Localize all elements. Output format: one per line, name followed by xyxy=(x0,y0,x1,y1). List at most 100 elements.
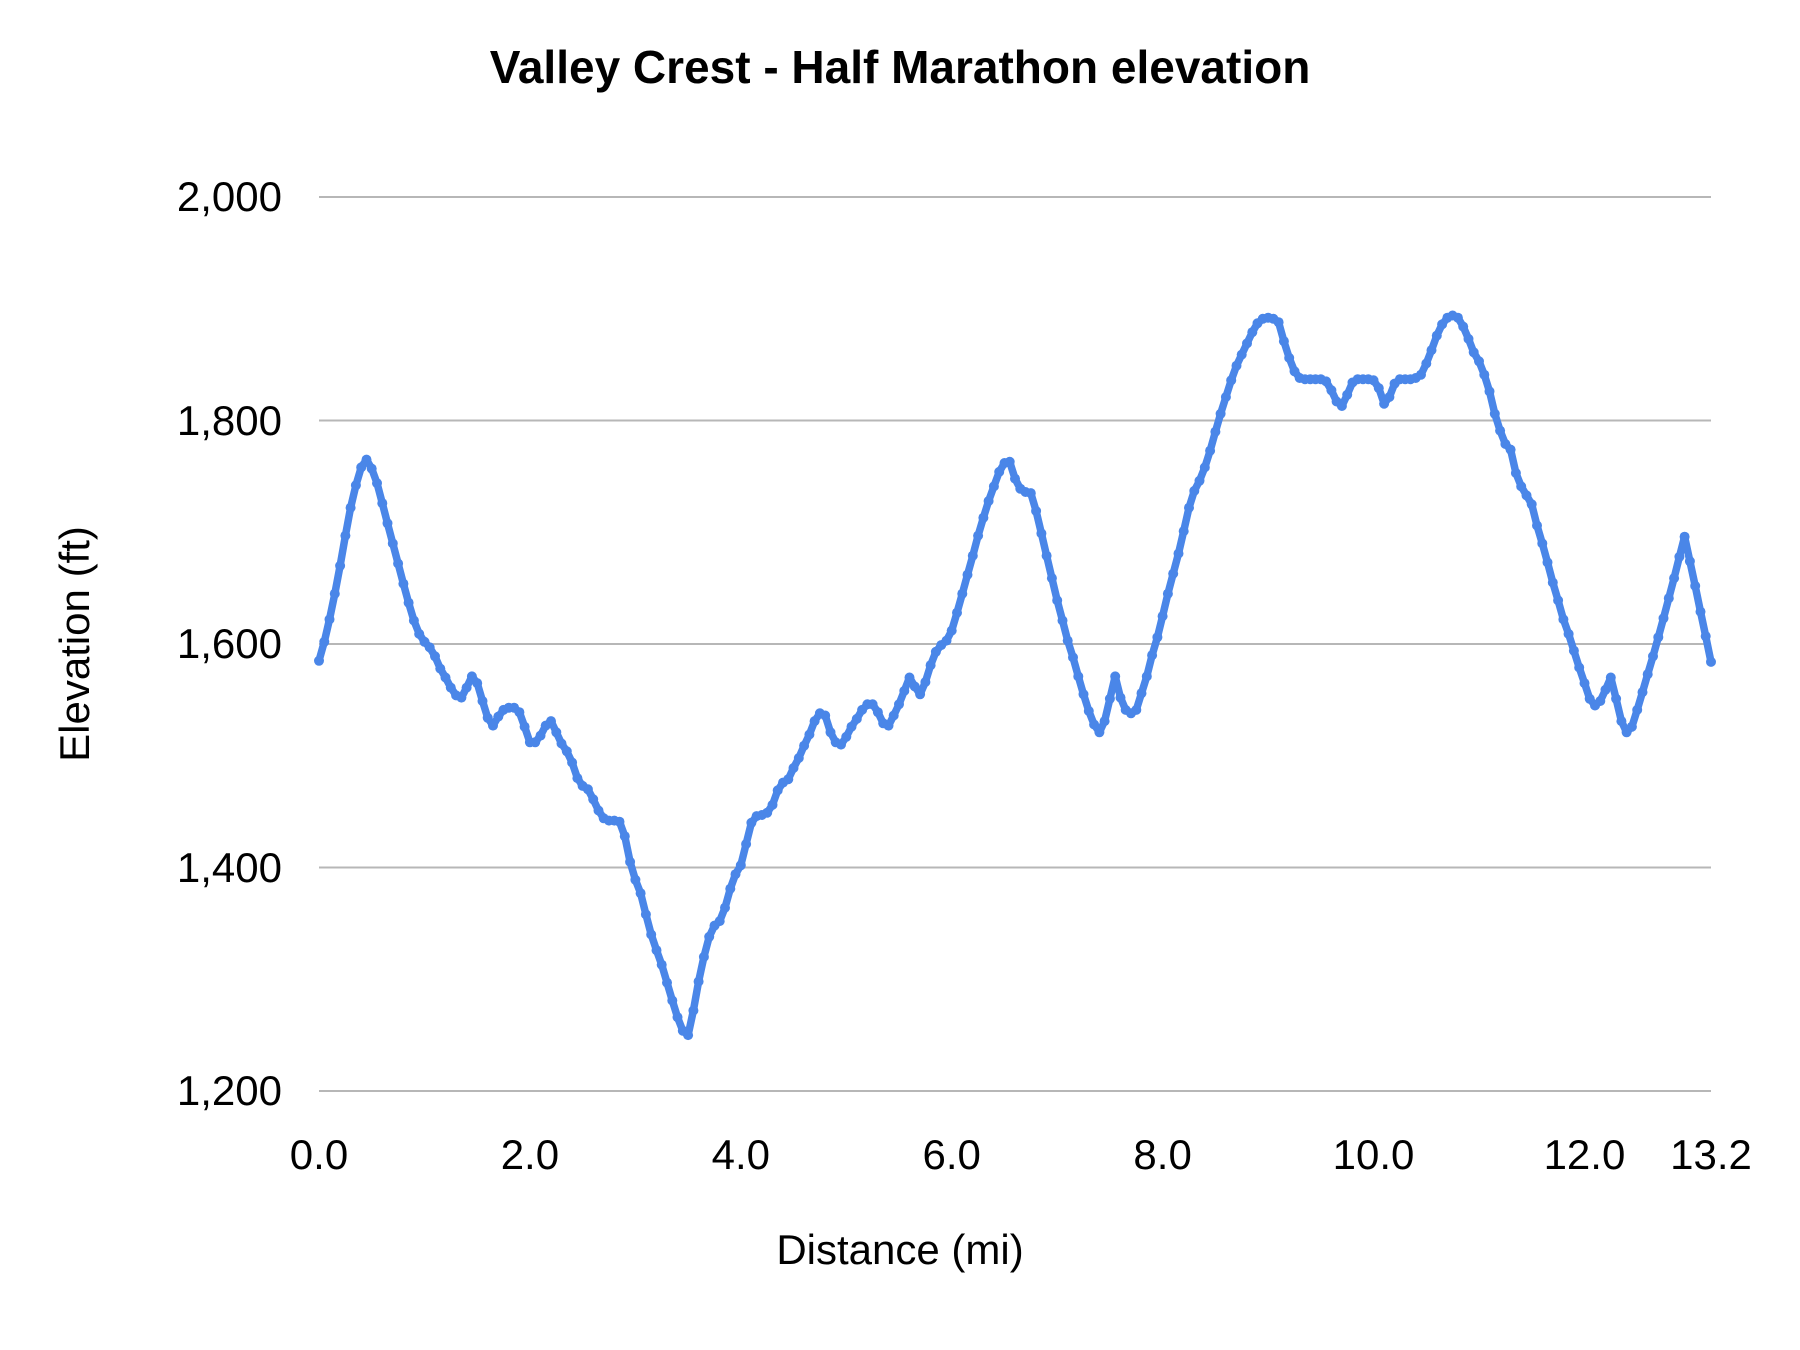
data-point-marker xyxy=(788,763,799,773)
data-point-marker xyxy=(314,655,324,666)
data-point-marker xyxy=(582,784,593,795)
data-point-marker xyxy=(1558,614,1569,625)
data-point-marker xyxy=(1089,719,1100,730)
data-point-marker xyxy=(551,727,562,738)
data-point-marker xyxy=(1173,548,1184,559)
data-point-marker xyxy=(1611,693,1622,704)
data-point-marker xyxy=(1236,349,1247,360)
data-point-marker xyxy=(1532,520,1542,531)
data-point-marker xyxy=(1516,481,1527,492)
data-point-marker xyxy=(1010,473,1020,484)
data-point-marker xyxy=(741,839,752,849)
data-point-marker xyxy=(957,588,968,599)
data-point-marker xyxy=(988,481,999,492)
data-point-marker xyxy=(656,959,667,970)
data-point-marker xyxy=(477,696,488,706)
data-point-marker xyxy=(888,710,899,721)
data-point-marker xyxy=(445,682,456,693)
data-point-marker xyxy=(488,720,498,731)
data-point-marker xyxy=(340,530,351,541)
data-point-marker xyxy=(804,729,815,740)
x-tick-label: 12.0 xyxy=(1543,1131,1626,1178)
data-point-marker xyxy=(546,716,556,727)
data-point-marker xyxy=(472,678,483,689)
data-point-marker xyxy=(345,502,356,513)
data-point-marker xyxy=(1031,506,1042,516)
elevation-series-markers xyxy=(314,310,1716,1041)
data-point-marker xyxy=(693,976,704,987)
data-point-marker xyxy=(398,578,409,589)
data-point-marker xyxy=(1278,336,1289,347)
data-point-marker xyxy=(1542,557,1553,568)
data-point-marker xyxy=(683,1030,694,1041)
data-point-marker xyxy=(588,794,599,805)
data-point-marker xyxy=(1648,651,1658,662)
data-point-marker xyxy=(915,689,926,700)
data-point-marker xyxy=(461,682,472,693)
data-point-marker xyxy=(519,721,530,732)
data-point-marker xyxy=(1658,613,1669,624)
y-tick-label: 2,000 xyxy=(176,173,282,220)
data-point-marker xyxy=(329,588,340,599)
data-point-marker xyxy=(440,672,451,683)
y-tick-label: 1,400 xyxy=(176,843,282,891)
data-point-marker xyxy=(1036,528,1047,539)
data-point-marker xyxy=(535,730,546,741)
data-point-marker xyxy=(904,672,915,683)
data-point-marker xyxy=(651,945,662,956)
data-point-marker xyxy=(962,569,973,580)
y-tick-label: 1,200 xyxy=(176,1067,282,1114)
data-point-marker xyxy=(1568,645,1579,656)
x-tick-label: 0.0 xyxy=(289,1131,349,1178)
data-point-marker xyxy=(625,856,636,867)
data-point-marker xyxy=(1605,672,1616,683)
data-point-marker xyxy=(614,816,625,827)
chart-title: Valley Crest - Half Marathon elevation xyxy=(489,41,1311,93)
data-point-marker xyxy=(1431,330,1442,341)
data-point-marker xyxy=(1052,595,1063,606)
data-point-marker xyxy=(1321,376,1332,387)
data-point-marker xyxy=(1004,456,1015,467)
data-point-marker xyxy=(646,929,657,940)
data-point-marker xyxy=(1215,408,1226,419)
data-point-marker xyxy=(1452,312,1463,323)
data-point-marker xyxy=(1205,445,1216,456)
data-point-marker xyxy=(350,480,361,491)
data-point-marker xyxy=(1184,502,1194,513)
data-point-marker xyxy=(393,558,404,569)
data-point-marker xyxy=(698,951,709,962)
data-point-marker xyxy=(1379,398,1390,409)
data-point-marker xyxy=(1115,692,1126,703)
data-point-marker xyxy=(1637,687,1648,698)
data-point-marker xyxy=(1489,408,1500,419)
x-tick-label: 4.0 xyxy=(711,1131,770,1178)
data-point-marker xyxy=(530,737,541,748)
data-point-marker xyxy=(930,646,941,657)
data-point-marker xyxy=(1474,356,1484,367)
data-point-marker xyxy=(430,651,440,662)
data-point-marker xyxy=(361,454,372,465)
data-point-marker xyxy=(851,713,862,724)
data-point-marker xyxy=(1384,392,1395,402)
data-point-marker xyxy=(967,550,978,561)
data-point-marker xyxy=(1210,426,1221,437)
data-point-marker xyxy=(1342,389,1353,400)
data-point-marker xyxy=(1078,689,1089,700)
data-point-marker xyxy=(946,625,957,636)
data-point-marker xyxy=(456,692,467,703)
data-point-marker xyxy=(382,518,393,529)
data-point-marker xyxy=(1642,669,1653,680)
data-point-marker xyxy=(1157,611,1168,622)
data-point-marker xyxy=(466,671,477,682)
x-axis-title: Distance (mi) xyxy=(776,1226,1024,1273)
data-point-marker xyxy=(619,831,630,842)
data-point-marker xyxy=(1547,577,1558,588)
data-point-marker xyxy=(836,739,846,750)
data-point-marker xyxy=(1242,338,1252,349)
data-point-marker xyxy=(783,774,794,785)
data-point-marker xyxy=(1484,386,1495,397)
data-point-marker xyxy=(714,916,725,927)
data-point-marker xyxy=(841,731,852,742)
data-point-marker xyxy=(872,707,883,718)
data-point-marker xyxy=(1653,632,1664,643)
